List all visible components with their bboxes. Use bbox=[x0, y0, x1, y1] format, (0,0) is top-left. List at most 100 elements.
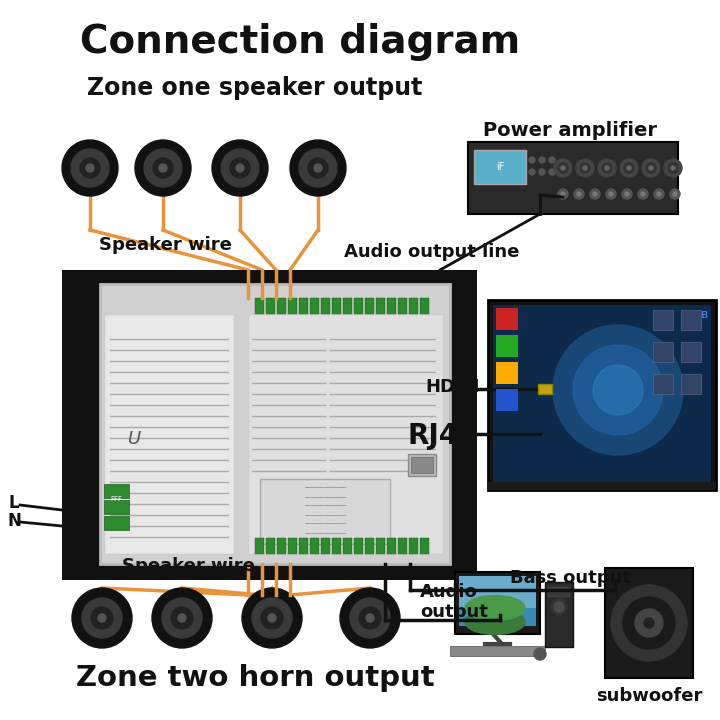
Bar bbox=[277, 538, 286, 554]
Text: L: L bbox=[9, 494, 19, 512]
Circle shape bbox=[554, 602, 564, 612]
Circle shape bbox=[638, 189, 648, 199]
Circle shape bbox=[551, 599, 567, 615]
Bar bbox=[496, 335, 518, 357]
Circle shape bbox=[529, 157, 535, 163]
Circle shape bbox=[623, 597, 675, 649]
Circle shape bbox=[670, 189, 680, 199]
Circle shape bbox=[671, 166, 675, 170]
Circle shape bbox=[268, 614, 276, 622]
Circle shape bbox=[299, 149, 337, 187]
Circle shape bbox=[62, 140, 118, 196]
Bar bbox=[455, 572, 540, 634]
Circle shape bbox=[549, 157, 555, 163]
Text: ʙ: ʙ bbox=[701, 308, 708, 321]
Bar bbox=[653, 374, 673, 394]
Circle shape bbox=[212, 140, 268, 196]
Bar bbox=[266, 538, 275, 554]
Bar bbox=[545, 582, 573, 647]
Circle shape bbox=[561, 166, 565, 170]
Bar bbox=[459, 576, 536, 608]
Circle shape bbox=[230, 158, 250, 178]
Circle shape bbox=[605, 166, 609, 170]
Bar bbox=[376, 538, 385, 554]
Bar bbox=[100, 284, 450, 564]
Circle shape bbox=[82, 598, 122, 638]
Text: Bass output: Bass output bbox=[510, 569, 631, 587]
Text: ─────────────: ───────────── bbox=[304, 513, 346, 518]
Circle shape bbox=[86, 164, 94, 172]
Circle shape bbox=[620, 159, 638, 177]
Circle shape bbox=[159, 164, 167, 172]
Circle shape bbox=[135, 140, 191, 196]
Circle shape bbox=[627, 166, 631, 170]
Circle shape bbox=[625, 192, 629, 196]
Circle shape bbox=[593, 192, 597, 196]
Bar bbox=[420, 298, 429, 314]
Bar bbox=[681, 374, 701, 394]
Bar bbox=[255, 538, 264, 554]
Text: N: N bbox=[7, 512, 21, 530]
Circle shape bbox=[657, 192, 661, 196]
Bar bbox=[321, 298, 330, 314]
Circle shape bbox=[98, 614, 106, 622]
Bar bbox=[266, 298, 275, 314]
Bar bbox=[332, 538, 341, 554]
Bar bbox=[376, 298, 385, 314]
Circle shape bbox=[554, 159, 572, 177]
Text: ─────────────: ───────────── bbox=[304, 505, 346, 510]
Bar bbox=[411, 457, 433, 473]
Bar bbox=[104, 484, 129, 498]
Circle shape bbox=[673, 192, 677, 196]
Bar bbox=[332, 298, 341, 314]
Text: subwoofer: subwoofer bbox=[596, 687, 702, 705]
Circle shape bbox=[549, 169, 555, 175]
Circle shape bbox=[91, 607, 113, 629]
Circle shape bbox=[359, 607, 381, 629]
Bar bbox=[343, 538, 352, 554]
Circle shape bbox=[534, 648, 546, 660]
Bar bbox=[343, 298, 352, 314]
Circle shape bbox=[646, 163, 656, 173]
Circle shape bbox=[642, 159, 660, 177]
Bar bbox=[354, 298, 363, 314]
Circle shape bbox=[664, 159, 682, 177]
Circle shape bbox=[644, 618, 654, 628]
Bar bbox=[387, 298, 396, 314]
Circle shape bbox=[236, 164, 244, 172]
Bar bbox=[104, 314, 234, 554]
Text: RJ45: RJ45 bbox=[408, 422, 478, 450]
Circle shape bbox=[350, 598, 390, 638]
Circle shape bbox=[153, 158, 173, 178]
Circle shape bbox=[314, 164, 322, 172]
Bar bbox=[548, 587, 570, 597]
Circle shape bbox=[242, 588, 302, 648]
Text: Audio
output: Audio output bbox=[420, 582, 488, 621]
Circle shape bbox=[539, 169, 545, 175]
Bar bbox=[496, 308, 518, 330]
Circle shape bbox=[606, 189, 616, 199]
Text: ─────────────: ───────────── bbox=[304, 531, 346, 536]
Ellipse shape bbox=[465, 595, 525, 621]
Text: ─────────────: ───────────── bbox=[304, 523, 346, 528]
Circle shape bbox=[583, 166, 587, 170]
Bar bbox=[474, 150, 526, 184]
Circle shape bbox=[152, 588, 212, 648]
Bar bbox=[493, 305, 711, 483]
Bar bbox=[496, 362, 518, 384]
Bar bbox=[354, 538, 363, 554]
Text: ─────────────: ───────────── bbox=[304, 487, 346, 492]
Circle shape bbox=[668, 163, 678, 173]
Bar bbox=[387, 538, 396, 554]
Circle shape bbox=[71, 149, 109, 187]
Text: Connection diagram: Connection diagram bbox=[80, 23, 520, 61]
Bar bbox=[104, 516, 129, 530]
Bar bbox=[310, 538, 319, 554]
Bar bbox=[62, 270, 477, 580]
Circle shape bbox=[622, 189, 632, 199]
Bar bbox=[248, 314, 443, 554]
Bar bbox=[299, 538, 308, 554]
Text: Power amplifier: Power amplifier bbox=[483, 120, 657, 140]
Circle shape bbox=[602, 163, 612, 173]
Circle shape bbox=[609, 192, 613, 196]
